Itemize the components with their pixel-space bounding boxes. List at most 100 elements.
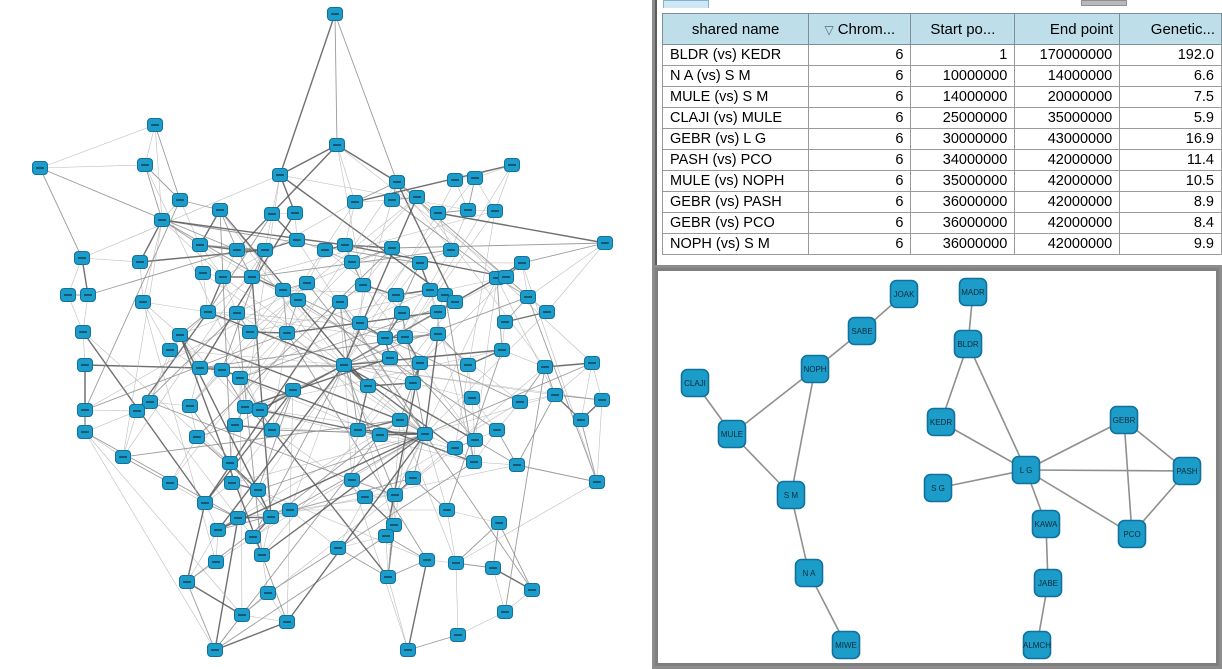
network-node[interactable] (467, 171, 483, 185)
network-node[interactable] (279, 326, 295, 340)
network-node[interactable] (327, 7, 343, 21)
network-node[interactable] (264, 423, 280, 437)
network-node[interactable] (192, 238, 208, 252)
table-cell[interactable]: 6 (808, 44, 912, 66)
network-node[interactable] (597, 236, 613, 250)
network-node-pco[interactable]: PCO (1117, 519, 1147, 549)
network-node[interactable] (392, 413, 408, 427)
network-node[interactable] (272, 168, 288, 182)
network-node[interactable] (330, 541, 346, 555)
network-node[interactable] (282, 503, 298, 517)
table-row[interactable]: MULE (vs) S M 6 14000000 20000000 7.5 (661, 86, 1222, 108)
network-node[interactable] (386, 518, 402, 532)
network-node[interactable] (539, 305, 555, 319)
network-node[interactable] (142, 395, 158, 409)
table-cell[interactable]: 42000000 (1014, 149, 1121, 171)
table-row[interactable]: BLDR (vs) KEDR 6 1 170000000 192.0 (661, 44, 1222, 66)
network-node[interactable] (430, 206, 446, 220)
table-cell[interactable]: GEBR (vs) L G (661, 128, 810, 150)
network-node[interactable] (77, 403, 93, 417)
network-node[interactable] (400, 643, 416, 657)
network-node[interactable] (409, 190, 425, 204)
network-node[interactable] (80, 288, 96, 302)
network-node[interactable] (137, 158, 153, 172)
network-node[interactable] (172, 193, 188, 207)
table-cell[interactable]: MULE (vs) S M (661, 86, 810, 108)
network-node[interactable] (344, 473, 360, 487)
table-cell[interactable]: 11.4 (1119, 149, 1222, 171)
network-node[interactable] (384, 193, 400, 207)
network-node-mule[interactable]: MULE (717, 419, 747, 449)
network-node[interactable] (254, 548, 270, 562)
network-node[interactable] (460, 358, 476, 372)
table-cell[interactable]: NOPH (vs) S M (661, 233, 810, 255)
network-node[interactable] (290, 293, 306, 307)
table-cell[interactable]: 10000000 (910, 65, 1016, 87)
table-cell[interactable]: 170000000 (1014, 44, 1121, 66)
network-node[interactable] (332, 295, 348, 309)
network-node-joak[interactable]: JOAK (889, 279, 919, 309)
network-node[interactable] (422, 283, 438, 297)
network-node-madr[interactable]: MADR (958, 277, 988, 307)
table-cell[interactable]: 36000000 (910, 191, 1016, 213)
table-cell[interactable]: 14000000 (1014, 65, 1121, 87)
table-cell[interactable]: 6 (808, 128, 912, 150)
overview-network-canvas[interactable] (0, 0, 652, 669)
network-node[interactable] (162, 476, 178, 490)
network-node-miwe[interactable]: MIWE (831, 630, 861, 660)
network-node[interactable] (230, 511, 246, 525)
table-cell[interactable]: CLAJI (vs) MULE (661, 107, 810, 129)
network-node[interactable] (192, 361, 208, 375)
network-node-sg[interactable]: S G (923, 473, 953, 503)
network-node[interactable] (355, 278, 371, 292)
network-node[interactable] (394, 306, 410, 320)
network-node[interactable] (285, 383, 301, 397)
network-node[interactable] (584, 356, 600, 370)
network-node-sabe[interactable]: SABE (847, 316, 877, 346)
network-node[interactable] (524, 583, 540, 597)
network-node[interactable] (430, 305, 446, 319)
network-node[interactable] (154, 213, 170, 227)
network-node[interactable] (497, 315, 513, 329)
network-node[interactable] (357, 490, 373, 504)
network-node[interactable] (347, 195, 363, 209)
network-node[interactable] (460, 203, 476, 217)
filter-funnel-icon[interactable]: ▽ (824, 22, 834, 37)
network-node[interactable] (275, 283, 291, 297)
network-node[interactable] (232, 371, 248, 385)
network-node[interactable] (450, 628, 466, 642)
network-node[interactable] (214, 363, 230, 377)
table-row[interactable]: CLAJI (vs) MULE 6 25000000 35000000 5.9 (661, 107, 1222, 129)
column-header-shared-name[interactable]: shared name (661, 13, 810, 45)
network-node[interactable] (260, 586, 276, 600)
network-node[interactable] (389, 175, 405, 189)
network-node[interactable] (447, 295, 463, 309)
network-node-claji[interactable]: CLAJI (680, 368, 710, 398)
network-node[interactable] (244, 270, 260, 284)
network-node[interactable] (405, 471, 421, 485)
table-cell[interactable]: 6 (808, 149, 912, 171)
column-header-start-po-[interactable]: Start po... (910, 13, 1016, 45)
network-node[interactable] (222, 456, 238, 470)
network-node[interactable] (336, 358, 352, 372)
table-cell[interactable]: 14000000 (910, 86, 1016, 108)
network-node[interactable] (337, 238, 353, 252)
network-node[interactable] (405, 376, 421, 390)
table-cell[interactable]: 7.5 (1119, 86, 1222, 108)
scrollbar-fragment[interactable] (1081, 0, 1127, 6)
network-node[interactable] (252, 403, 268, 417)
network-node[interactable] (447, 441, 463, 455)
network-node[interactable] (207, 643, 223, 657)
network-node[interactable] (195, 266, 211, 280)
table-cell[interactable]: 30000000 (910, 128, 1016, 150)
network-node[interactable] (237, 400, 253, 414)
network-node[interactable] (74, 251, 90, 265)
network-node[interactable] (589, 475, 605, 489)
network-node[interactable] (229, 306, 245, 320)
table-cell[interactable]: 36000000 (910, 233, 1016, 255)
table-cell[interactable]: 6.6 (1119, 65, 1222, 87)
network-node-noph[interactable]: NOPH (800, 354, 830, 384)
network-node[interactable] (227, 418, 243, 432)
network-node[interactable] (352, 316, 368, 330)
